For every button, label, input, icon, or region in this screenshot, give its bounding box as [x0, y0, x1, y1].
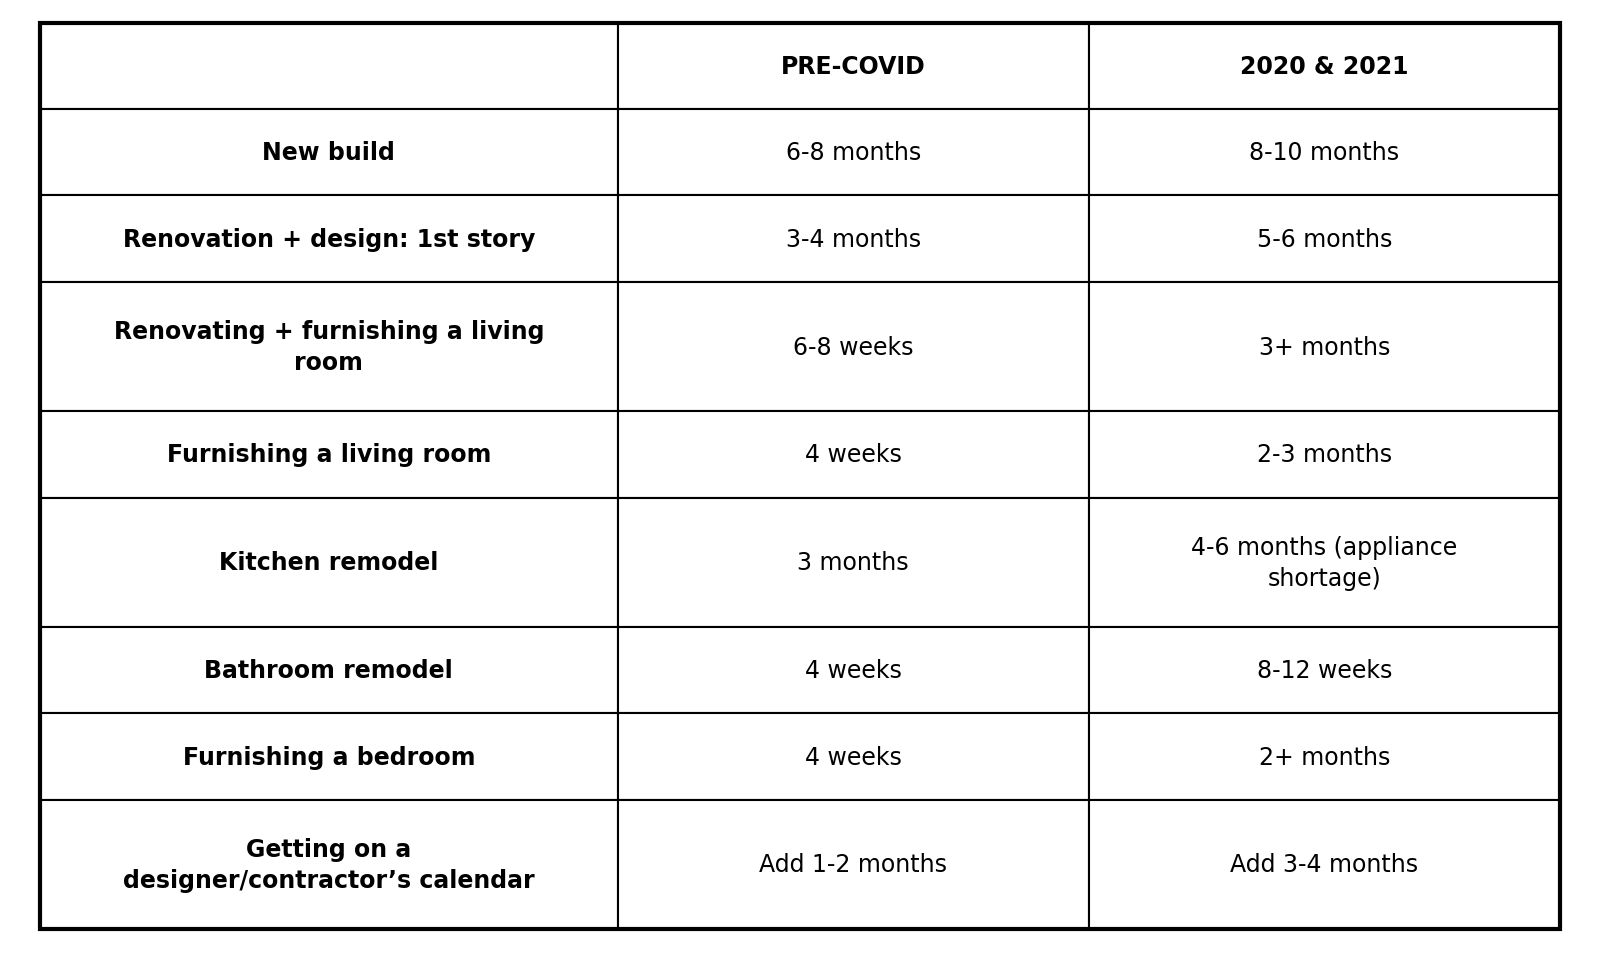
Bar [1088, 196, 1560, 282]
Bar [1088, 498, 1560, 627]
Text: 8-12 weeks: 8-12 weeks [1256, 659, 1392, 682]
Text: 6-8 months: 6-8 months [786, 141, 922, 165]
Bar [618, 498, 1088, 627]
Bar [40, 714, 618, 800]
Bar [40, 498, 618, 627]
Text: 3-4 months: 3-4 months [786, 228, 920, 252]
Text: Bathroom remodel: Bathroom remodel [205, 659, 453, 682]
Text: Renovation + design: 1st story: Renovation + design: 1st story [123, 228, 534, 252]
Text: 4 weeks: 4 weeks [805, 443, 902, 467]
Text: New build: New build [262, 141, 395, 165]
Bar [618, 282, 1088, 412]
Bar [1088, 24, 1560, 110]
Text: PRE-COVID: PRE-COVID [781, 55, 925, 79]
Bar [618, 110, 1088, 196]
Bar [40, 196, 618, 282]
Text: 5-6 months: 5-6 months [1256, 228, 1392, 252]
Bar [40, 412, 618, 498]
Bar [1088, 800, 1560, 929]
Bar [618, 800, 1088, 929]
Bar [618, 196, 1088, 282]
Bar [618, 627, 1088, 714]
Bar [40, 110, 618, 196]
Bar [618, 714, 1088, 800]
Text: 3+ months: 3+ months [1259, 335, 1390, 359]
Text: 3 months: 3 months [797, 551, 909, 575]
Bar [1088, 282, 1560, 412]
Text: Add 3-4 months: Add 3-4 months [1230, 853, 1419, 877]
Text: 2-3 months: 2-3 months [1258, 443, 1392, 467]
Text: 4 weeks: 4 weeks [805, 659, 902, 682]
Text: Add 1-2 months: Add 1-2 months [760, 853, 947, 877]
Text: 2020 & 2021: 2020 & 2021 [1240, 55, 1408, 79]
Text: Renovating + furnishing a living
room: Renovating + furnishing a living room [114, 319, 544, 375]
Bar [40, 627, 618, 714]
Text: Furnishing a bedroom: Furnishing a bedroom [182, 744, 475, 769]
Text: 6-8 weeks: 6-8 weeks [794, 335, 914, 359]
Bar [40, 282, 618, 412]
Bar [1088, 627, 1560, 714]
Bar [1088, 110, 1560, 196]
Text: 4-6 months (appliance
shortage): 4-6 months (appliance shortage) [1192, 535, 1458, 591]
Bar [618, 412, 1088, 498]
Text: 2+ months: 2+ months [1259, 744, 1390, 769]
Bar [618, 24, 1088, 110]
Bar [1088, 412, 1560, 498]
Text: 4 weeks: 4 weeks [805, 744, 902, 769]
Bar [40, 24, 618, 110]
Text: Kitchen remodel: Kitchen remodel [219, 551, 438, 575]
Bar [1088, 714, 1560, 800]
Text: Getting on a
designer/contractor’s calendar: Getting on a designer/contractor’s calen… [123, 837, 534, 892]
Text: 8-10 months: 8-10 months [1250, 141, 1400, 165]
Bar [40, 800, 618, 929]
Text: Furnishing a living room: Furnishing a living room [166, 443, 491, 467]
